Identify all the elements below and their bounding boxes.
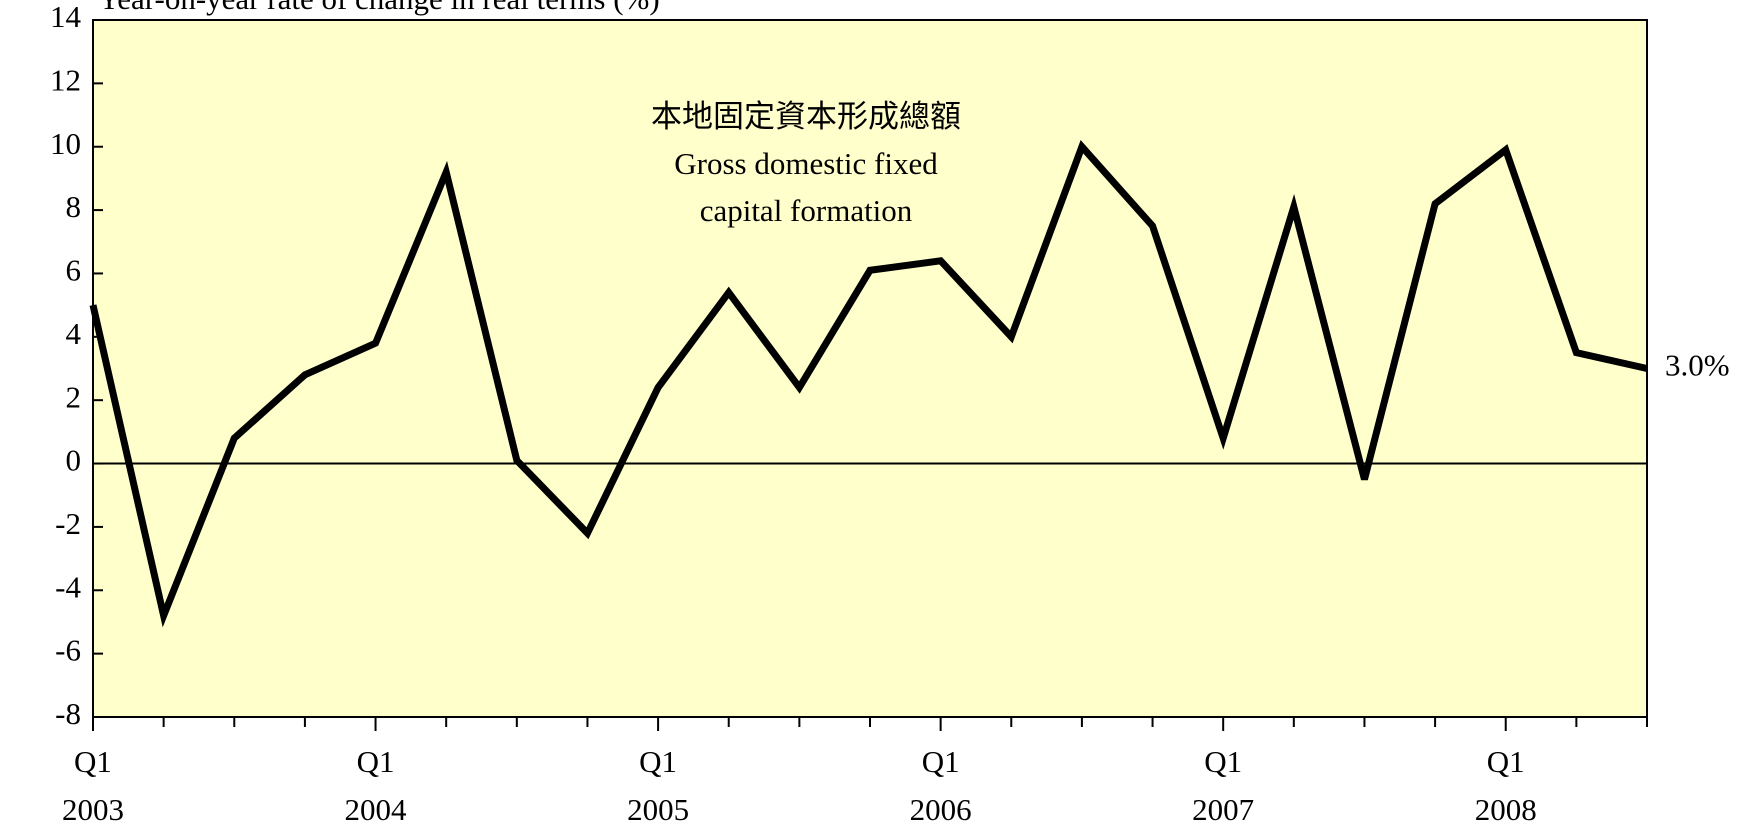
plot-area [92,19,1648,718]
x-tick-label: Q1 2007 [1192,744,1254,827]
y-tick-label: 8 [66,189,82,224]
y-tick-label: 2 [66,379,82,414]
annotation: capital formation [700,193,913,228]
y-tick-label: -2 [55,506,81,541]
x-tick-label: Q1 2005 [627,744,689,827]
y-tick-label: 14 [50,0,82,34]
y-tick-label: -4 [55,569,81,604]
y-tick-label: 0 [66,443,82,478]
y-tick-label: 4 [66,316,82,351]
y-tick-label: -8 [55,696,81,731]
y-tick-label: 12 [50,62,81,97]
annotation: Gross domestic fixed [674,146,938,181]
annotation: 本地固定資本形成總額 [651,99,961,134]
data-label: 3.0% [1665,348,1730,383]
line [89,140,1648,628]
y-axis-title: Year-on-year rate of change in real term… [98,0,660,16]
y-tick-label: 10 [50,126,81,161]
y-tick-label: 6 [66,253,82,288]
x-tick-label: Q1 2003 [62,744,124,827]
y-tick-label: -6 [55,633,81,668]
x-tick-label: Q1 2008 [1475,744,1537,827]
x-tick-label: Q1 2006 [910,744,972,827]
x-tick-label: Q1 2004 [345,744,408,827]
